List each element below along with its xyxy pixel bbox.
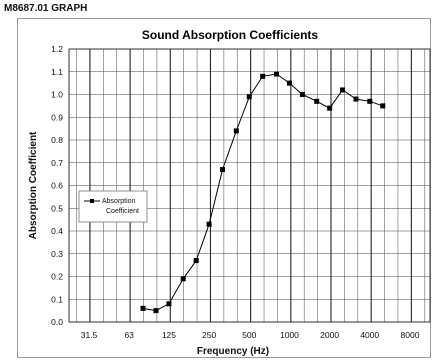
y-tick-label: 0.9 bbox=[51, 112, 63, 122]
x-tick-label: 2000 bbox=[320, 330, 339, 340]
data-point bbox=[206, 221, 212, 227]
x-axis-title: Frequency (Hz) bbox=[197, 346, 269, 357]
series-group bbox=[140, 71, 386, 314]
data-point bbox=[314, 98, 320, 104]
data-point bbox=[193, 258, 199, 264]
legend-box bbox=[78, 190, 148, 223]
y-tick-labels: 0.0 0.1 0.2 0.3 0.4 0.5 0.6 0.7 0.8 0.9 1.0 1.1 1.2 bbox=[51, 44, 63, 327]
y-tick-label: 0.7 bbox=[51, 158, 63, 168]
y-tick-label: 0.0 bbox=[51, 317, 63, 327]
data-point bbox=[246, 94, 252, 100]
data-point bbox=[367, 98, 373, 104]
data-point bbox=[166, 301, 172, 307]
data-point bbox=[260, 73, 266, 79]
data-point bbox=[286, 80, 292, 86]
plot-area bbox=[68, 48, 431, 323]
data-point bbox=[140, 305, 146, 311]
x-tick-label: 8000 bbox=[401, 330, 420, 340]
y-tick-label: 0.5 bbox=[51, 203, 63, 213]
y-tick-label: 0.4 bbox=[51, 226, 63, 236]
y-tick-label: 0.3 bbox=[51, 249, 63, 259]
x-tick-label: 4000 bbox=[360, 330, 379, 340]
x-tick-label: 1000 bbox=[280, 330, 299, 340]
data-point bbox=[180, 276, 186, 282]
x-tick-label: 250 bbox=[202, 330, 216, 340]
legend-label-line-1: Absorption bbox=[102, 198, 136, 205]
data-point bbox=[153, 308, 159, 314]
y-tick-label: 1.2 bbox=[51, 44, 63, 54]
y-tick-label: 0.8 bbox=[51, 135, 63, 145]
x-tick-label: 63 bbox=[124, 330, 134, 340]
legend-marker bbox=[90, 199, 94, 203]
y-axis-title: Absorption Coefficient bbox=[28, 131, 39, 239]
x-tick-label: 31.5 bbox=[81, 330, 98, 340]
y-tick-label: 0.6 bbox=[51, 181, 63, 191]
y-tick-label: 1.0 bbox=[51, 90, 63, 100]
data-point bbox=[233, 128, 239, 134]
data-point bbox=[353, 96, 359, 102]
data-point bbox=[299, 92, 305, 97]
data-point bbox=[340, 87, 346, 93]
series-line bbox=[142, 73, 383, 312]
chart-title: Sound Absorption Coefficients bbox=[142, 28, 319, 42]
data-point bbox=[219, 167, 225, 173]
grid bbox=[69, 48, 430, 323]
x-tick-label: 125 bbox=[162, 330, 176, 340]
x-tick-labels: 31.5 63 125 250 500 1000 2000 4000 8000 bbox=[81, 330, 420, 340]
x-tick-label: 500 bbox=[242, 330, 256, 340]
y-tick-label: 1.1 bbox=[51, 67, 63, 77]
y-tick-label: 0.2 bbox=[51, 272, 63, 282]
y-tick-label: 0.1 bbox=[51, 294, 63, 304]
page-label: M8687.01 GRAPH bbox=[4, 3, 88, 14]
data-point bbox=[327, 105, 333, 111]
data-point bbox=[274, 71, 280, 77]
legend: Absorption Coefficient bbox=[78, 190, 148, 223]
data-point bbox=[380, 103, 386, 109]
legend-label-line-2: Coefficient bbox=[106, 208, 139, 215]
